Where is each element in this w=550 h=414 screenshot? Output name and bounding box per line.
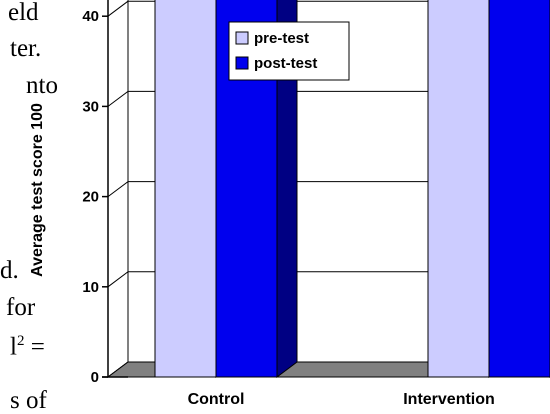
bg-text-6-main: l xyxy=(10,333,17,361)
y-tick-label: 40 xyxy=(82,8,99,25)
y-tick-label: 0 xyxy=(91,369,99,386)
chart-tick-labels: 0102030405060708090 xyxy=(82,8,99,386)
bg-text-3: nto xyxy=(26,72,58,99)
y-tick-label: 10 xyxy=(82,279,99,296)
legend-box xyxy=(228,21,350,81)
chart-axis xyxy=(102,0,128,378)
y-axis-label: Average test score 100 xyxy=(29,103,46,277)
bar xyxy=(154,0,217,378)
bg-text-6-tail: = xyxy=(24,333,45,361)
gridline-side xyxy=(107,91,129,107)
chart-category-labels: Control Intervention xyxy=(188,391,495,408)
gridline-side xyxy=(107,0,129,17)
bg-text-2: ter. xyxy=(10,35,42,62)
y-tick-label: 20 xyxy=(82,189,99,206)
chart-bars xyxy=(154,0,550,378)
legend-label: post-test xyxy=(254,55,317,72)
bg-text-6-sup: 2 xyxy=(16,333,25,349)
bg-text-4: d. xyxy=(0,257,19,284)
gridline-side xyxy=(107,181,129,198)
legend-swatch xyxy=(235,31,249,45)
legend-swatch xyxy=(235,56,249,70)
bg-text-1: eld xyxy=(8,0,39,26)
bar xyxy=(488,0,550,378)
chart-legend: pre-test post-test xyxy=(228,21,350,81)
x-category-label: Control xyxy=(188,391,245,408)
gridline-side xyxy=(107,271,129,288)
bg-text-6: l2 = xyxy=(10,333,45,361)
x-category-label: Intervention xyxy=(403,391,495,408)
bar xyxy=(427,0,490,378)
legend-label: pre-test xyxy=(254,30,309,47)
y-tick-label: 30 xyxy=(82,98,99,115)
bg-text-7: s of xyxy=(10,387,47,414)
bg-text-5: for xyxy=(6,294,36,321)
